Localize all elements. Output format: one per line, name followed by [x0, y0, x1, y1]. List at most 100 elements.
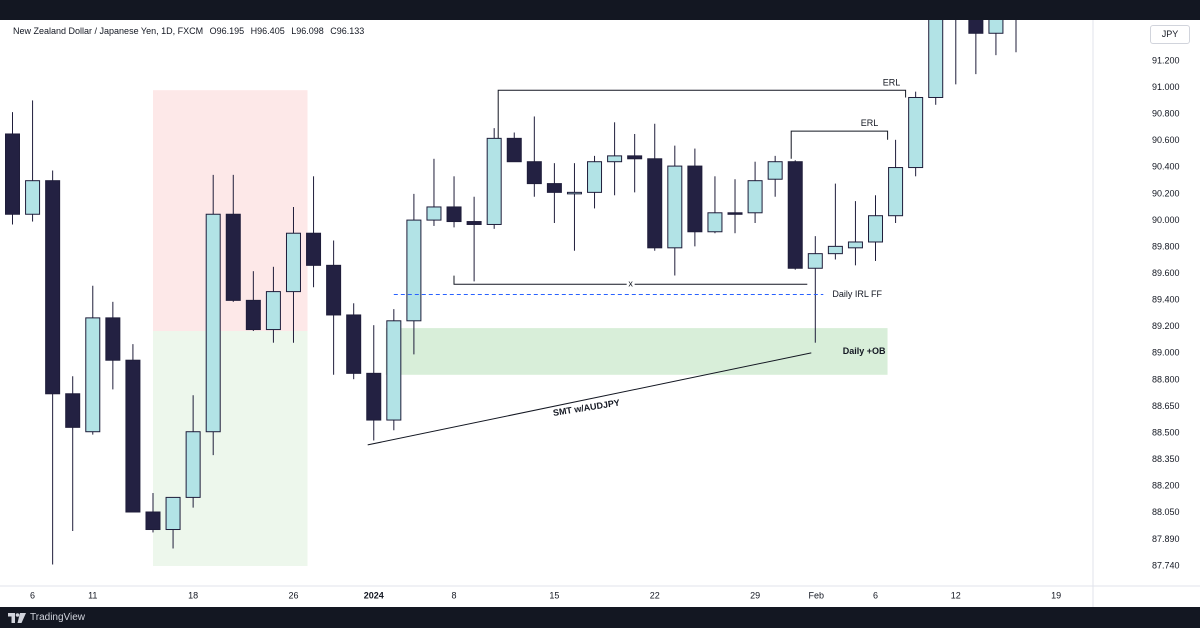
candle[interactable]	[787, 160, 803, 270]
candle[interactable]	[125, 344, 141, 513]
candle[interactable]	[928, 0, 944, 105]
candle[interactable]	[265, 266, 281, 343]
candle[interactable]	[285, 206, 301, 343]
tradingview-brand: TradingView	[30, 612, 86, 623]
order-block	[385, 328, 888, 375]
smt-label[interactable]: SMT w/AUDJPY	[552, 398, 620, 418]
ohlc-high: H96.405	[250, 26, 285, 36]
symbol-header: New Zealand Dollar / Japanese Yen, 1D, F…	[13, 26, 364, 36]
price-tick-label: 87.890	[1152, 534, 1180, 544]
erl-label-upper[interactable]: ERL	[883, 77, 901, 87]
candle[interactable]	[85, 285, 101, 435]
price-tick-label: 88.500	[1152, 427, 1180, 437]
candle[interactable]	[988, 0, 1004, 56]
tradingview-logo-icon	[8, 612, 26, 623]
candle-body-bullish	[988, 0, 1004, 34]
candle[interactable]	[65, 376, 81, 531]
candle[interactable]	[225, 174, 241, 302]
daily-ob-label[interactable]: Daily +OB	[843, 346, 886, 356]
candle[interactable]	[426, 158, 442, 226]
price-tick-label: 89.600	[1152, 268, 1180, 278]
daily-irl-ff-label[interactable]: Daily IRL FF	[832, 289, 882, 299]
price-tick-label: 90.400	[1152, 162, 1180, 172]
candle[interactable]	[707, 176, 723, 234]
candle[interactable]	[587, 155, 603, 209]
candle[interactable]	[386, 309, 402, 431]
candle-body-bullish	[928, 0, 944, 98]
price-tick-label: 88.650	[1152, 401, 1180, 411]
candle[interactable]	[185, 395, 201, 508]
time-tick-label: 22	[650, 590, 660, 600]
candle[interactable]	[366, 325, 382, 441]
x-level-line[interactable]	[453, 275, 808, 285]
price-tick-label: 88.200	[1152, 481, 1180, 491]
candle[interactable]	[847, 201, 863, 266]
x-label[interactable]: x	[628, 279, 633, 289]
tradingview-logo[interactable]: TradingView	[8, 610, 85, 625]
candle[interactable]	[165, 496, 181, 549]
candle[interactable]	[406, 193, 422, 355]
candle-body-bearish	[306, 232, 322, 266]
candle-body-bullish	[25, 180, 41, 215]
candle[interactable]	[827, 183, 843, 260]
symbol-title[interactable]: New Zealand Dollar / Japanese Yen, 1D, F…	[13, 26, 204, 36]
candle[interactable]	[566, 163, 582, 251]
candle-body-bearish	[65, 393, 81, 428]
erl-lower-line[interactable]	[790, 130, 889, 159]
candle-body-bullish	[908, 96, 924, 169]
time-tick-label: 8	[452, 590, 457, 600]
candle[interactable]	[767, 155, 783, 197]
candle[interactable]	[446, 176, 462, 228]
time-tick-label: 18	[188, 590, 198, 600]
currency-button[interactable]: JPY	[1150, 25, 1190, 44]
price-tick-label: 88.050	[1152, 507, 1180, 517]
erl-label-lower[interactable]: ERL	[861, 118, 879, 128]
chart-area[interactable]: ERL ERL x Daily IRL FF Daily +OB SMT w/AUDJPY…	[0, 0, 1200, 607]
candle[interactable]	[747, 161, 763, 224]
erl-upper-line[interactable]	[497, 89, 907, 139]
candle[interactable]	[908, 91, 924, 177]
candle[interactable]	[306, 176, 322, 288]
candle[interactable]	[727, 179, 743, 234]
candle[interactable]	[888, 139, 904, 224]
candle-body-bearish	[45, 180, 61, 395]
candle[interactable]	[607, 122, 623, 196]
price-chart[interactable]: ERL ERL x Daily IRL FF Daily +OB SMT w/AUDJPY…	[0, 0, 1200, 607]
price-tick-label: 91.000	[1152, 82, 1180, 92]
candle[interactable]	[968, 0, 984, 75]
smt-trendline[interactable]	[367, 352, 812, 446]
candle[interactable]	[346, 303, 362, 380]
candle[interactable]	[526, 116, 542, 197]
candle[interactable]	[807, 236, 823, 343]
candle[interactable]	[466, 196, 482, 282]
price-tick-label: 90.800	[1152, 109, 1180, 119]
price-tick-label: 90.000	[1152, 215, 1180, 225]
candle[interactable]	[687, 148, 703, 247]
candle[interactable]	[948, 0, 964, 85]
candle[interactable]	[546, 163, 562, 224]
price-tick-label: 89.200	[1152, 321, 1180, 331]
candle[interactable]	[326, 240, 342, 375]
candle[interactable]	[667, 145, 683, 276]
candle[interactable]	[627, 133, 643, 193]
candle[interactable]	[1009, 0, 1023, 53]
candle[interactable]	[205, 174, 221, 456]
candle[interactable]	[647, 123, 663, 251]
time-tick-label: 2024	[364, 590, 384, 600]
candle[interactable]	[868, 195, 884, 261]
candle[interactable]	[45, 170, 61, 565]
time-tick-label: 29	[750, 590, 760, 600]
candle[interactable]	[105, 301, 121, 390]
candle[interactable]	[486, 128, 502, 229]
time-tick-label: 26	[288, 590, 298, 600]
candle[interactable]	[145, 493, 161, 533]
ohlc-close: C96.133	[330, 26, 365, 36]
candle[interactable]	[25, 100, 41, 222]
candle-body-bearish	[647, 158, 663, 249]
candle[interactable]	[506, 132, 522, 163]
candle-body-bullish	[607, 155, 623, 163]
x-label-background	[626, 279, 635, 290]
candle-body-bullish	[185, 431, 201, 498]
candle[interactable]	[5, 112, 20, 225]
candle[interactable]	[245, 271, 261, 332]
